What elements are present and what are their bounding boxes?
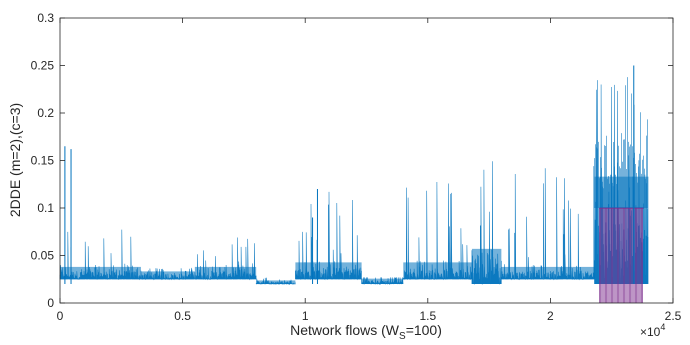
series-segment-band xyxy=(60,266,141,280)
series-segment-band xyxy=(295,262,362,280)
series-segment-band xyxy=(361,278,404,284)
series-segment-band xyxy=(140,271,195,280)
y-tick-label: 0.3 xyxy=(37,11,54,25)
y-tick-label: 0.05 xyxy=(31,249,55,263)
series-segment-band xyxy=(471,248,502,284)
x-tick-label: 2.5 xyxy=(665,309,682,323)
data-series xyxy=(59,65,649,303)
x-exponent-base: ×10 xyxy=(640,325,661,339)
plot-background xyxy=(60,18,673,303)
tick-labels: 0 0.5 1 1.5 2 2.5 0 0.05 0.1 0.15 0.2 0.25 0.3 xyxy=(31,11,682,323)
y-tick-label: 0.1 xyxy=(37,201,54,215)
x-tick-label: 0.5 xyxy=(174,309,191,323)
series-segment-band xyxy=(501,266,595,280)
series-segment-band xyxy=(403,262,472,280)
y-tick-label: 0.15 xyxy=(31,154,55,168)
x-tick-label: 1 xyxy=(302,309,309,323)
series-segment-band xyxy=(256,280,296,284)
x-axis-label-subscript: S xyxy=(399,331,406,342)
series-upper-spikes xyxy=(594,77,648,208)
highlight-block xyxy=(599,208,643,303)
x-tick-label: 1.5 xyxy=(419,309,436,323)
x-tick-label: 2 xyxy=(547,309,554,323)
axes xyxy=(59,17,674,304)
x-exponent-power: 4 xyxy=(660,322,665,332)
x-tick-label: 0 xyxy=(57,309,64,323)
y-tick-label: 0.2 xyxy=(37,106,54,120)
y-tick-label: 0.25 xyxy=(31,59,55,73)
series-segment-band xyxy=(194,266,257,280)
x-axis-label: Network flows (WS=100) xyxy=(290,322,442,342)
x-axis-exponent: ×104 xyxy=(640,322,665,339)
x-axis-label-main: Network flows (W xyxy=(290,322,400,338)
y-axis-label: 2DDE (m=2),(c=3) xyxy=(7,103,23,217)
x-axis-label-tail: =100) xyxy=(406,322,442,338)
y-tick-label: 0 xyxy=(47,296,54,310)
